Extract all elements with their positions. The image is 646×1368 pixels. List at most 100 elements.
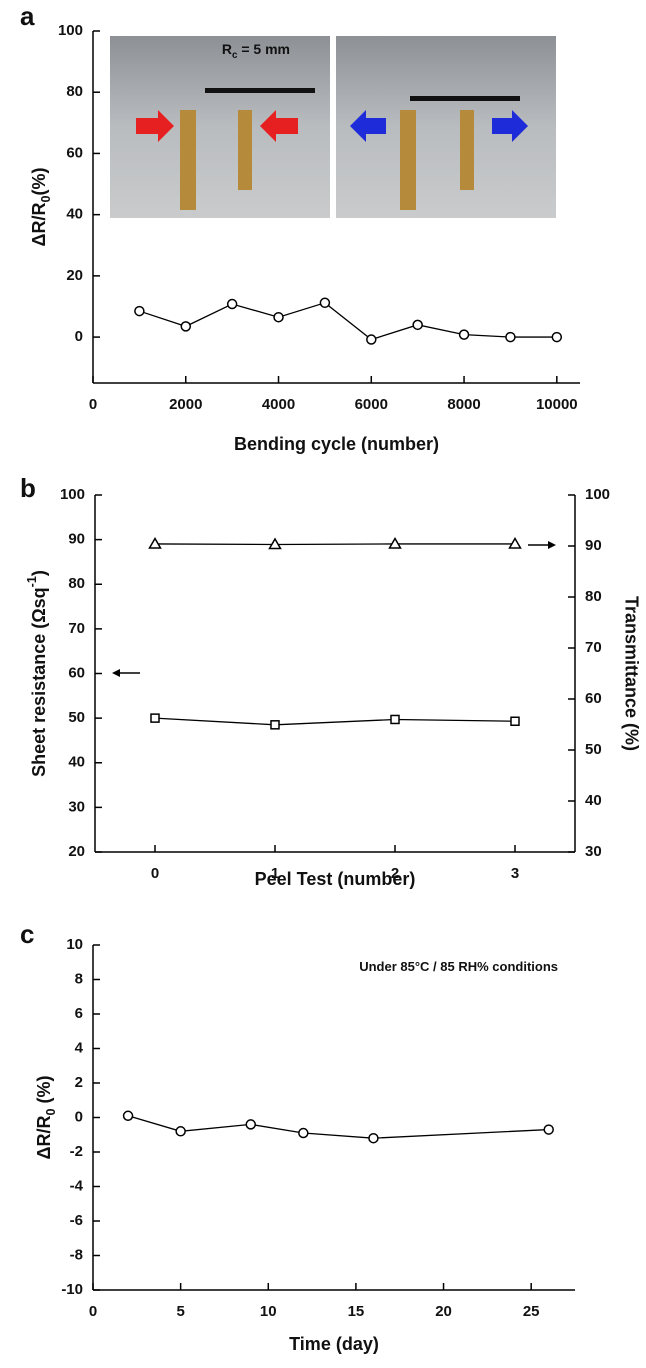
marker: [273, 311, 284, 323]
marker: [226, 298, 238, 310]
marker: [390, 714, 400, 725]
marker: [388, 536, 402, 549]
annotation: Under 85°C / 85 RH% conditions: [359, 959, 558, 974]
y-axis-label-tail: (%): [34, 1076, 54, 1109]
y2-axis-label: Transmittance (%): [621, 596, 641, 751]
y-tick-label: 50: [68, 709, 85, 726]
y-tick-label: 0: [75, 328, 83, 345]
x-tick-label: 2000: [169, 396, 202, 413]
annotation-tail: = 5 mm: [237, 41, 290, 57]
x-axis-label: Peel Test (number): [255, 869, 416, 889]
x-tick-label: 8000: [447, 396, 480, 413]
marker: [543, 1124, 554, 1135]
marker: [245, 1119, 256, 1130]
arrow: [548, 541, 556, 549]
panel-label: a: [20, 1, 35, 31]
y-axis-label-text: ΔR/R: [29, 203, 49, 247]
y-axis-label: ΔR/R0(%): [29, 168, 54, 247]
marker: [368, 1132, 379, 1144]
photo-detail: [410, 96, 520, 101]
y-tick-label: 60: [68, 664, 85, 681]
x-tick-label: 0: [151, 865, 159, 882]
marker: [510, 716, 520, 726]
y-tick-label: 20: [66, 267, 83, 284]
y2-tick-label: 90: [585, 537, 602, 554]
x-tick-label: 6000: [355, 396, 388, 413]
photo-detail: [205, 88, 315, 93]
series-line: [154, 543, 515, 546]
y-axis-label-sup: -1: [25, 576, 39, 587]
series-line: [127, 1115, 549, 1139]
y2-tick-label: 80: [585, 588, 602, 605]
y-tick-label: 60: [66, 144, 83, 161]
marker: [412, 319, 423, 331]
panel-label: c: [20, 919, 34, 949]
y-axis-label: ΔR/R0 (%): [34, 1076, 59, 1160]
annotation: Rc = 5 mm: [222, 41, 290, 61]
x-tick-label: 0: [89, 396, 97, 413]
marker: [148, 536, 162, 549]
arrow: [260, 110, 298, 142]
y-axis-label-text: Sheet resistance (Ωsq: [29, 587, 49, 777]
marker: [134, 305, 145, 317]
y-tick-label: -10: [61, 1281, 83, 1298]
x-tick-label: 10000: [536, 396, 578, 413]
x-tick-label: 10: [260, 1303, 277, 1320]
marker: [270, 720, 280, 730]
x-tick-label: 25: [523, 1303, 540, 1320]
y-tick-label: 100: [60, 486, 85, 503]
photo-detail: [238, 110, 252, 190]
y-axis-label-text: ΔR/R: [34, 1116, 54, 1160]
x-axis-label: Time (day): [289, 1334, 379, 1354]
y-axis-label: Sheet resistance (Ωsq-1): [25, 570, 48, 777]
y-tick-label: -2: [70, 1143, 83, 1160]
y-tick-label: -4: [70, 1177, 84, 1194]
arrow: [350, 110, 386, 142]
panel-label: b: [20, 473, 36, 503]
marker: [150, 713, 160, 723]
y2-tick-label: 50: [585, 741, 602, 758]
y2-tick-label: 70: [585, 639, 602, 656]
x-tick-label: 1: [271, 865, 279, 882]
annotation-text: Under 85°C / 85 RH% conditions: [359, 959, 558, 974]
marker: [551, 331, 563, 343]
photo-detail: [180, 110, 196, 210]
x-tick-label: 5: [176, 1303, 184, 1320]
y-tick-label: -8: [70, 1246, 83, 1263]
marker: [505, 331, 516, 343]
y2-tick-label: 30: [585, 843, 602, 860]
x-tick-label: 15: [348, 1303, 365, 1320]
y-tick-label: 40: [66, 206, 83, 223]
y-axis-label-sub: 0: [44, 1109, 58, 1116]
y-axis-label-tail: ): [29, 570, 49, 576]
x-axis-label: Bending cycle (number): [234, 434, 439, 454]
arrow: [136, 110, 174, 142]
y-tick-label: 30: [68, 798, 85, 815]
y-tick-label: 10: [66, 936, 83, 953]
y-tick-label: 70: [68, 620, 85, 637]
series-line: [139, 302, 557, 341]
y-tick-label: 80: [68, 575, 85, 592]
x-tick-label: 2: [391, 865, 399, 882]
annotation-text: R: [222, 41, 232, 57]
marker: [508, 536, 522, 549]
y-tick-label: 20: [68, 843, 85, 860]
x-tick-label: 4000: [262, 396, 295, 413]
arrow: [112, 669, 120, 677]
y-tick-label: 40: [68, 754, 85, 771]
y-tick-label: 4: [75, 1039, 84, 1056]
y-tick-label: 80: [66, 83, 83, 100]
y-tick-label: 8: [75, 970, 83, 987]
marker: [458, 329, 470, 340]
photo-insets: [110, 36, 556, 218]
arrow: [492, 110, 528, 142]
photo-detail: [460, 110, 474, 190]
marker: [319, 297, 331, 309]
x-tick-label: 3: [511, 865, 519, 882]
annotation-sub: c: [232, 50, 238, 61]
x-tick-label: 0: [89, 1303, 97, 1320]
series-line: [154, 717, 516, 726]
y2-tick-label: 60: [585, 690, 602, 707]
y-tick-label: 90: [68, 531, 85, 548]
y2-tick-label: 100: [585, 486, 610, 503]
